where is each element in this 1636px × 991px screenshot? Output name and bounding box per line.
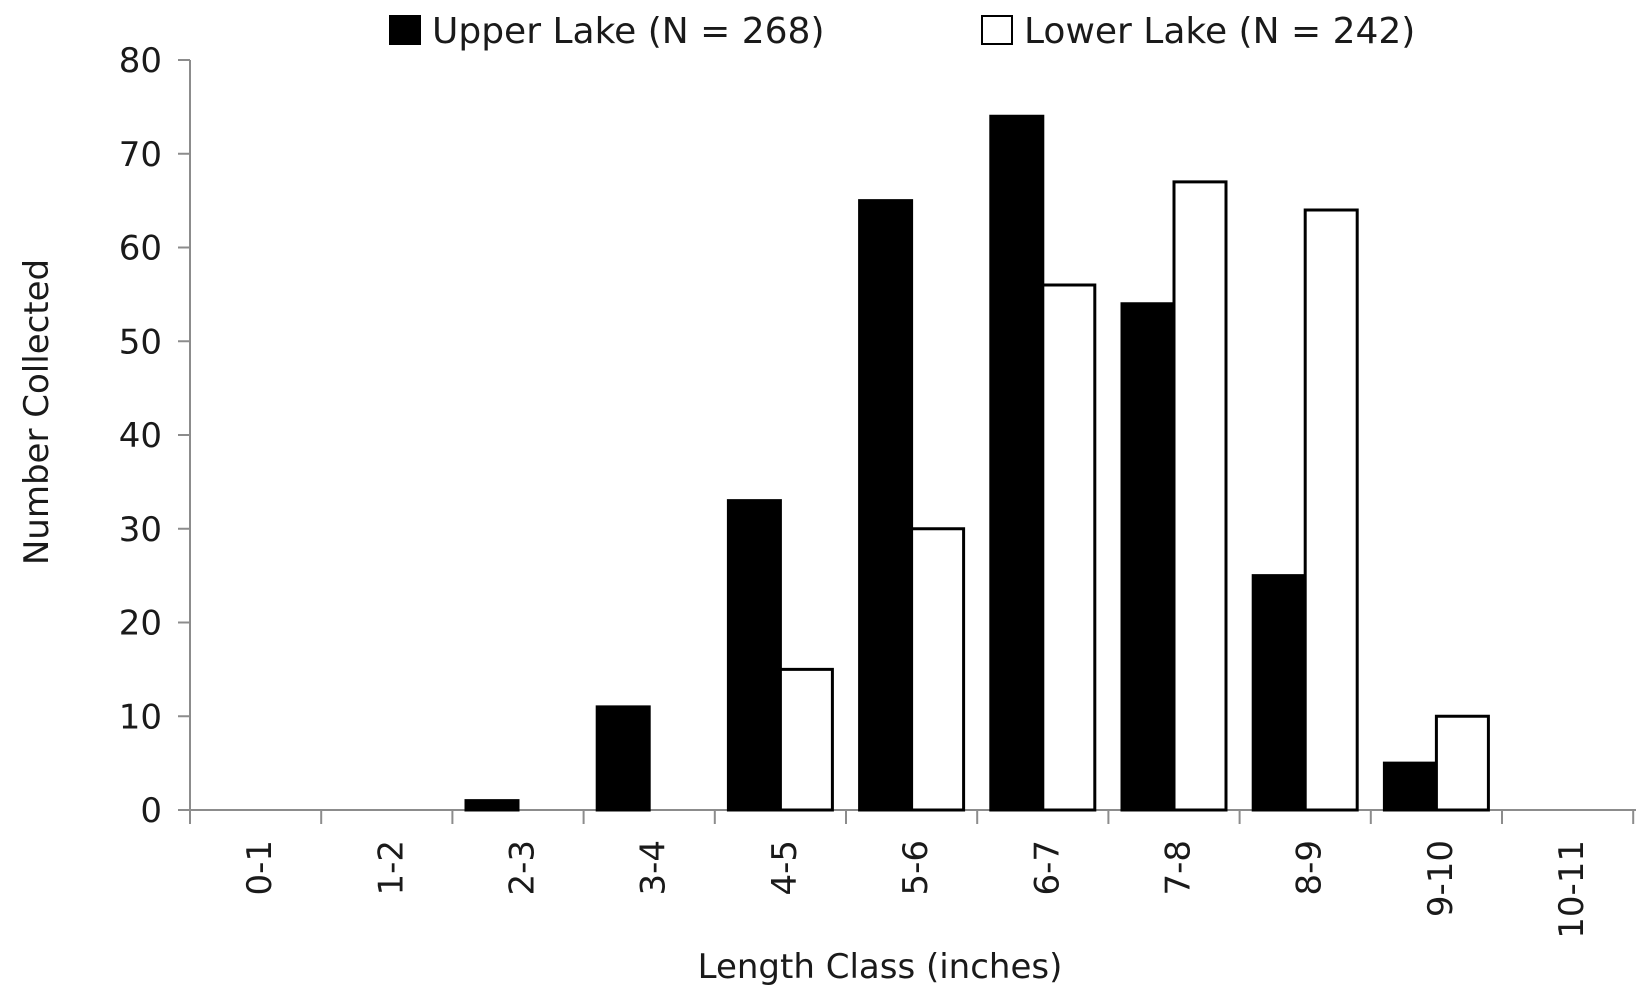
bar-lower-lake bbox=[1041, 283, 1097, 812]
legend-swatch-upper-lake bbox=[389, 15, 421, 45]
bar-upper-lake bbox=[1382, 761, 1438, 812]
bar-upper-lake bbox=[595, 705, 651, 812]
bar-upper-lake bbox=[989, 114, 1045, 812]
legend-label-upper-lake: Upper Lake (N = 268) bbox=[432, 11, 825, 52]
bar-upper-lake bbox=[464, 799, 520, 812]
x-tick-label: 1-2 bbox=[371, 840, 411, 896]
y-tick-label: 40 bbox=[119, 416, 162, 456]
y-tick-label: 0 bbox=[140, 791, 162, 831]
x-tick-label: 2-3 bbox=[503, 840, 543, 896]
x-tick-label: 7-8 bbox=[1159, 840, 1199, 896]
x-tick-label: 3-4 bbox=[634, 840, 674, 896]
bar-upper-lake bbox=[726, 499, 782, 812]
y-tick-label: 80 bbox=[119, 41, 162, 81]
bar-lower-lake bbox=[778, 667, 834, 812]
bar-lower-lake bbox=[1434, 714, 1490, 812]
x-tick-label: 6-7 bbox=[1027, 840, 1067, 896]
x-tick-label: 8-9 bbox=[1290, 840, 1330, 896]
x-tick-label: 0-1 bbox=[240, 840, 280, 896]
y-tick-label: 70 bbox=[119, 135, 162, 175]
bar-lower-lake bbox=[1303, 208, 1359, 812]
y-tick-label: 30 bbox=[119, 510, 162, 550]
bar-upper-lake bbox=[1251, 574, 1307, 812]
bar-lower-lake bbox=[1172, 180, 1228, 812]
y-tick-label: 10 bbox=[119, 697, 162, 737]
legend-label-lower-lake: Lower Lake (N = 242) bbox=[1024, 11, 1415, 52]
legend-swatch-lower-lake bbox=[981, 15, 1013, 45]
y-tick-label: 50 bbox=[119, 322, 162, 362]
x-tick-label: 5-6 bbox=[896, 840, 936, 896]
x-axis-title: Length Class (inches) bbox=[698, 947, 1063, 987]
y-axis-title: Number Collected bbox=[17, 259, 57, 565]
x-tick-label: 9-10 bbox=[1421, 840, 1461, 917]
y-tick-label: 60 bbox=[119, 229, 162, 269]
tick-labels: 0 10 20 30 40 50 60 70 80 0-1 1-2 2-3 3-4 4-5 5-6 6-7 7-… bbox=[119, 41, 1592, 939]
y-tick-label: 20 bbox=[119, 604, 162, 644]
x-tick-label: 10-11 bbox=[1552, 840, 1592, 939]
x-tick-label: 4-5 bbox=[765, 840, 805, 896]
bar-upper-lake bbox=[858, 199, 914, 812]
bar-lower-lake bbox=[910, 527, 966, 812]
bar-upper-lake bbox=[1120, 302, 1176, 812]
bars bbox=[464, 114, 1490, 812]
legend: Upper Lake (N = 268) Lower Lake (N = 242) bbox=[389, 11, 1415, 52]
